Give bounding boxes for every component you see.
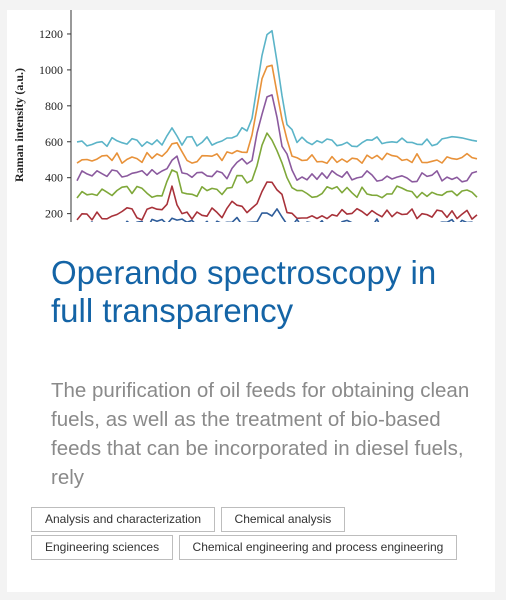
article-thumbnail[interactable]: 200 400 600 800 1000 1200 Raman intensity (a.… [7,10,495,222]
tag-list: Analysis and characterization Chemical a… [31,507,481,563]
tag-chemical-analysis[interactable]: Chemical analysis [220,507,346,532]
tag-analysis-characterization[interactable]: Analysis and characterization [31,507,216,532]
y-axis-label: Raman intensity (a.u.) [12,68,26,182]
y-tick-label: 1000 [39,63,63,77]
article-description: The purification of oil feeds for obtain… [51,379,470,489]
spectrum-series-line-3 [76,132,478,199]
y-tick-label: 1200 [39,27,63,41]
spectrum-series-line-2 [76,94,478,183]
spectrum-series-line-1 [76,64,478,165]
y-tick-label: 800 [45,99,63,113]
y-axis: 200 400 600 800 1000 1200 [39,10,72,222]
raman-spectrum-chart: 200 400 600 800 1000 1200 Raman intensity (a.… [12,10,478,222]
tag-engineering-sciences[interactable]: Engineering sciences [31,535,174,560]
y-tick-label: 600 [45,135,63,149]
y-tick-label: 400 [45,171,63,185]
article-title[interactable]: Operando spectroscopy in full transparen… [51,254,437,329]
article-card[interactable]: 200 400 600 800 1000 1200 Raman intensity (a.… [7,10,495,592]
spectrum-series-line-5 [90,208,473,222]
tag-chemical-process-engineering[interactable]: Chemical engineering and process enginee… [178,535,458,560]
series-group [76,29,478,222]
spectrum-series-line-4 [76,181,478,221]
spectrum-series-line-0 [76,29,478,148]
y-tick-label: 200 [45,207,63,221]
